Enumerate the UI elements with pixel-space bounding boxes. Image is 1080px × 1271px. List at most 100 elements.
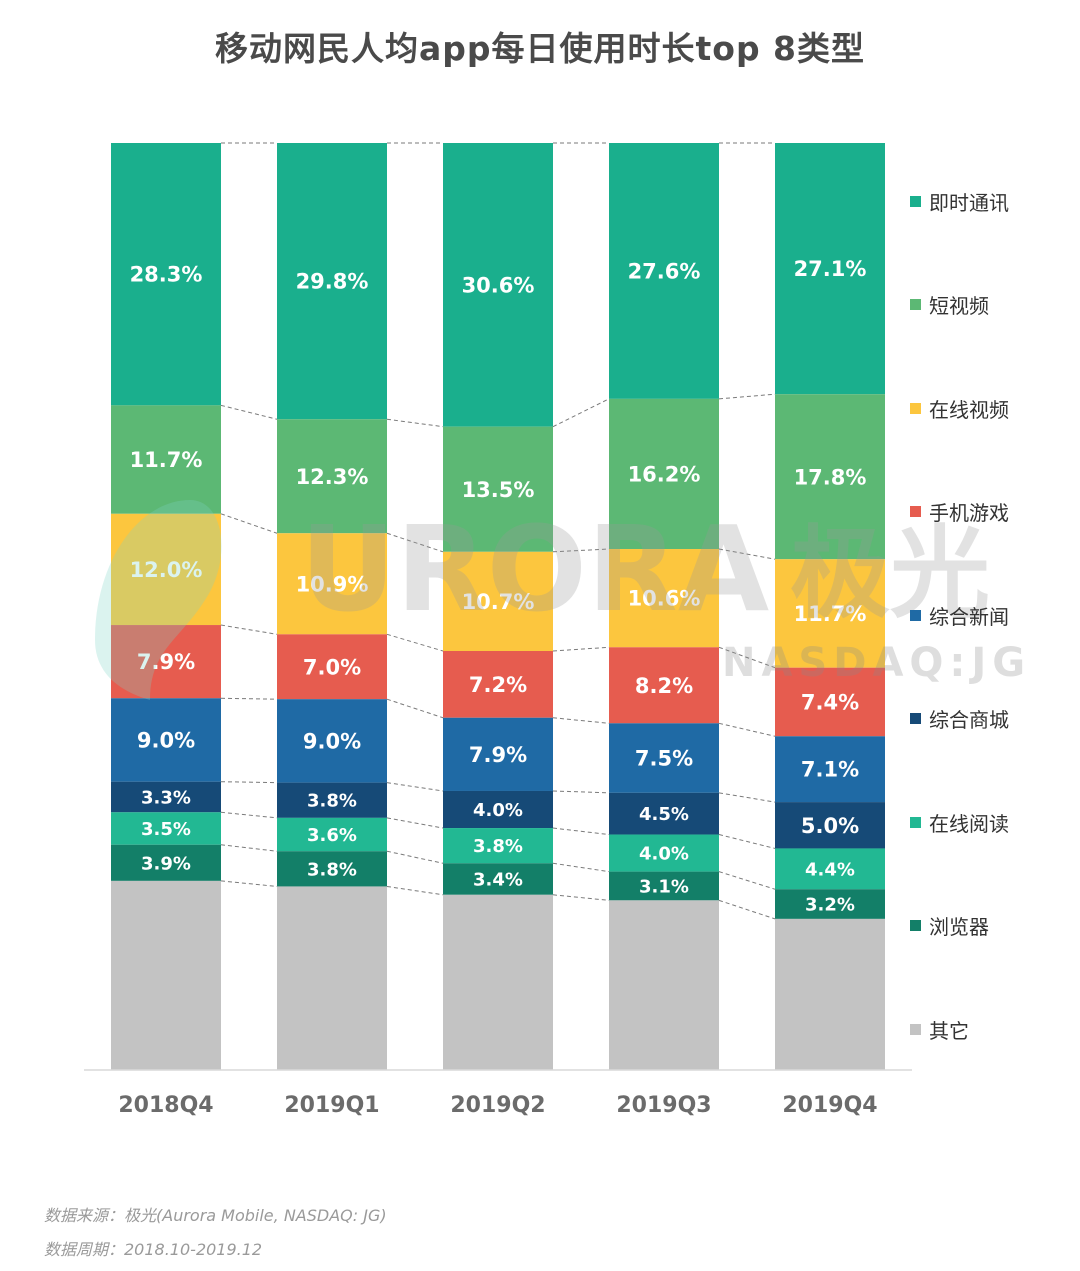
legend-label: 综合新闻 bbox=[929, 604, 1009, 629]
chart-title: 移动网民人均app每日使用时长top 8类型 bbox=[214, 29, 866, 68]
data-label: 10.9% bbox=[296, 572, 369, 596]
x-tick-label: 2019Q1 bbox=[284, 1093, 379, 1118]
x-axis: 2018Q4 2019Q1 2019Q2 2019Q3 2019Q4 bbox=[84, 1069, 912, 1118]
connector-line bbox=[220, 880, 278, 887]
data-label: 7.1% bbox=[801, 758, 859, 782]
bar-segment-2019Q1-4 bbox=[277, 634, 387, 700]
connector-line bbox=[386, 698, 444, 719]
bar-segment-2019Q3-6 bbox=[609, 792, 719, 835]
legend-label: 手机游戏 bbox=[929, 501, 1009, 525]
data-label: 4.0% bbox=[639, 844, 689, 865]
legend-item: 综合商城 bbox=[910, 704, 1070, 734]
legend-swatch bbox=[910, 1023, 921, 1035]
connector-line bbox=[552, 862, 610, 873]
data-label: 7.5% bbox=[635, 747, 693, 771]
source-note: 数据来源：极光(Aurora Mobile, NASDAQ: JG) bbox=[44, 1206, 387, 1225]
data-label: 12.0% bbox=[130, 558, 203, 582]
bar-segment-2019Q1-6 bbox=[277, 782, 387, 818]
connector-line bbox=[386, 817, 444, 829]
legend-label: 其它 bbox=[929, 1018, 969, 1043]
bar-segment-2019Q3-3 bbox=[609, 549, 719, 648]
connector-line bbox=[386, 633, 444, 652]
data-label: 27.6% bbox=[628, 259, 701, 283]
connector-line bbox=[220, 811, 278, 819]
x-tick-label: 2019Q4 bbox=[782, 1093, 877, 1118]
connector-line bbox=[220, 781, 278, 784]
data-label: 3.4% bbox=[473, 870, 523, 891]
data-label: 3.8% bbox=[473, 836, 523, 857]
bar-segment-2019Q3-9 bbox=[609, 900, 719, 1070]
bar-segment-2019Q2-7 bbox=[443, 828, 553, 864]
connector-line bbox=[386, 850, 444, 864]
bar-segment-2019Q2-8 bbox=[443, 863, 553, 895]
bars-layer bbox=[111, 143, 885, 1070]
legend-label: 综合商城 bbox=[929, 708, 1009, 732]
data-label: 3.1% bbox=[639, 876, 689, 897]
connector-line bbox=[386, 532, 444, 553]
data-label: 3.5% bbox=[141, 819, 191, 840]
data-label: 3.3% bbox=[141, 787, 191, 808]
bar-segment-2019Q2-4 bbox=[443, 650, 553, 718]
data-label: 10.7% bbox=[462, 590, 535, 614]
connector-line bbox=[220, 624, 278, 635]
bar-segment-2019Q4-1 bbox=[775, 143, 885, 395]
bar-segment-2018Q4-8 bbox=[111, 844, 221, 881]
legend-label: 即时通讯 bbox=[929, 190, 1009, 215]
bar-segment-2019Q4-4 bbox=[775, 667, 885, 737]
legend-swatch bbox=[910, 920, 921, 931]
bar-segment-2019Q2-5 bbox=[443, 717, 553, 791]
bar-segment-2018Q4-6 bbox=[111, 781, 221, 813]
bar-segment-2019Q2-9 bbox=[443, 894, 553, 1070]
bar-segment-2019Q1-3 bbox=[277, 533, 387, 635]
connector-line bbox=[220, 697, 278, 700]
connector-line bbox=[220, 513, 278, 534]
legend-item: 其它 bbox=[910, 1014, 1070, 1044]
bar-segment-2019Q3-1 bbox=[609, 143, 719, 399]
bar-segment-2018Q4-7 bbox=[111, 812, 221, 845]
bar-segment-2019Q1-2 bbox=[277, 419, 387, 534]
data-label: 3.2% bbox=[805, 895, 855, 916]
connector-line bbox=[718, 871, 776, 890]
legend-item: 浏览器 bbox=[910, 911, 1070, 941]
legend-item: 综合新闻 bbox=[910, 600, 1070, 630]
connector-line bbox=[552, 894, 610, 901]
data-label: 3.8% bbox=[307, 791, 357, 812]
legend-label: 在线阅读 bbox=[929, 811, 1009, 836]
connector-line bbox=[552, 717, 610, 724]
x-tick-label: 2019Q3 bbox=[616, 1093, 711, 1118]
bar-segment-2019Q3-4 bbox=[609, 647, 719, 724]
legend-swatch bbox=[910, 195, 921, 207]
connector-line bbox=[718, 548, 776, 560]
x-tick-label: 2019Q2 bbox=[450, 1093, 545, 1118]
data-label: 8.2% bbox=[635, 674, 693, 698]
data-label: 7.9% bbox=[137, 650, 195, 674]
legend-swatch bbox=[910, 816, 921, 828]
data-label: 28.3% bbox=[130, 263, 203, 287]
bar-segment-2019Q3-7 bbox=[609, 834, 719, 872]
data-label: 4.0% bbox=[473, 800, 523, 821]
connector-line bbox=[220, 404, 278, 420]
connector-line bbox=[386, 885, 444, 896]
legend-item: 手机游戏 bbox=[910, 497, 1070, 527]
legend-label: 短视频 bbox=[929, 294, 989, 318]
legend-item: 即时通讯 bbox=[910, 186, 1070, 216]
data-label: 3.9% bbox=[141, 853, 191, 874]
bar-segment-2019Q1-1 bbox=[277, 143, 387, 420]
data-label: 12.3% bbox=[296, 465, 369, 489]
data-label: 7.0% bbox=[303, 655, 361, 679]
data-label: 11.7% bbox=[130, 448, 203, 472]
connector-line bbox=[552, 548, 610, 553]
data-label: 4.4% bbox=[805, 859, 855, 880]
data-label: 7.4% bbox=[801, 691, 859, 715]
bar-segment-2019Q4-9 bbox=[775, 918, 885, 1070]
connector-line bbox=[552, 646, 610, 652]
legend-label: 在线视频 bbox=[929, 397, 1009, 422]
data-label: 27.1% bbox=[794, 257, 867, 281]
connectors-layer bbox=[220, 142, 776, 920]
data-label: 9.0% bbox=[303, 729, 361, 753]
bar-segment-2019Q1-5 bbox=[277, 699, 387, 783]
bar-segment-2019Q4-2 bbox=[775, 394, 885, 560]
data-label: 7.2% bbox=[469, 673, 527, 697]
connector-line bbox=[718, 393, 776, 400]
